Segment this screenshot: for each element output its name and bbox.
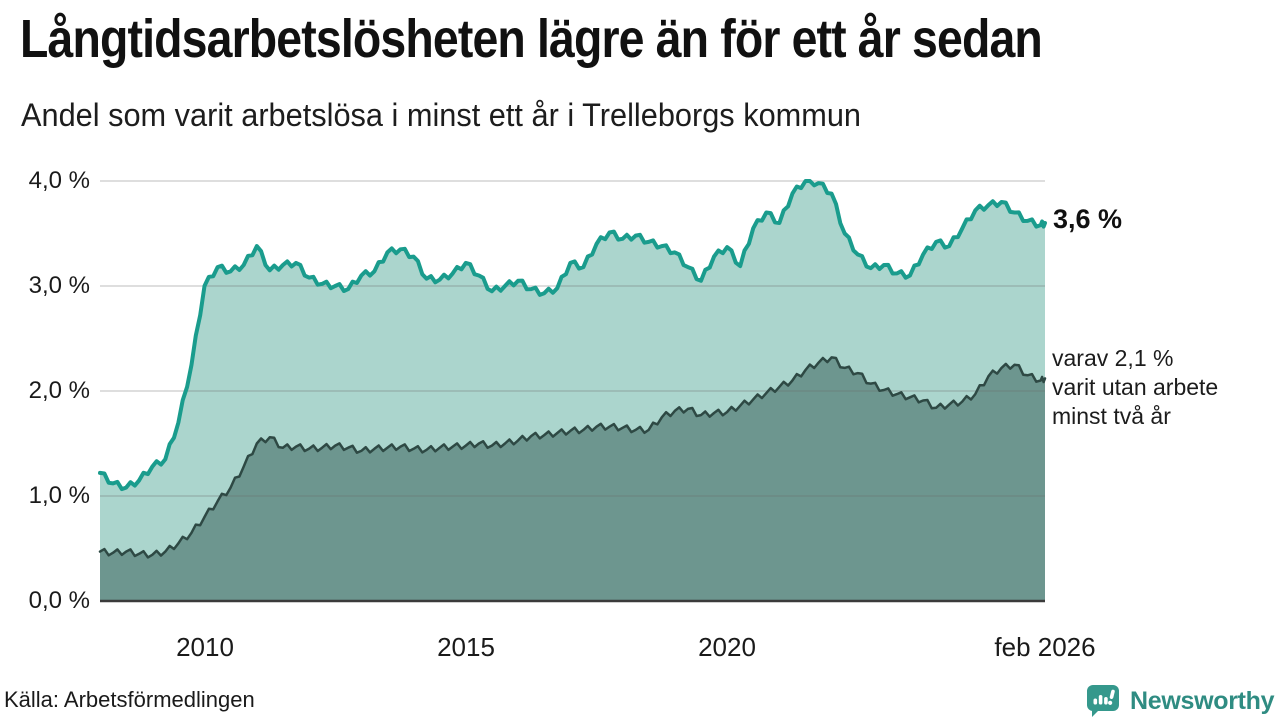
two-year-annotation: varav 2,1 % varit utan arbete minst två … [1052, 345, 1219, 429]
x-axis-tick-label: 2020 [698, 632, 756, 662]
y-axis-tick-label: 0,0 % [28, 587, 90, 614]
latest-value-label: 3,6 % [1053, 204, 1123, 234]
newsworthy-wordmark: Newsworthy [1130, 686, 1275, 715]
y-axis-tick-label: 3,0 % [28, 272, 90, 299]
y-axis-tick-label: 2,0 % [28, 377, 90, 404]
y-axis-tick-label: 4,0 % [28, 167, 90, 194]
y-axis-tick-label: 1,0 % [28, 482, 90, 509]
chart-subtitle: Andel som varit arbetslösa i minst ett å… [21, 97, 861, 133]
source-credit: Källa: Arbetsförmedlingen [4, 687, 255, 712]
chart-title: Långtidsarbetslösheten lägre än för ett … [20, 9, 1043, 69]
x-axis-tick-label: 2015 [437, 632, 495, 662]
newsworthy-icon [1087, 685, 1119, 717]
x-axis-tick-label: feb 2026 [994, 632, 1096, 662]
x-axis-tick-label: 2010 [176, 632, 234, 662]
newsworthy-logo: Newsworthy [1085, 684, 1275, 718]
